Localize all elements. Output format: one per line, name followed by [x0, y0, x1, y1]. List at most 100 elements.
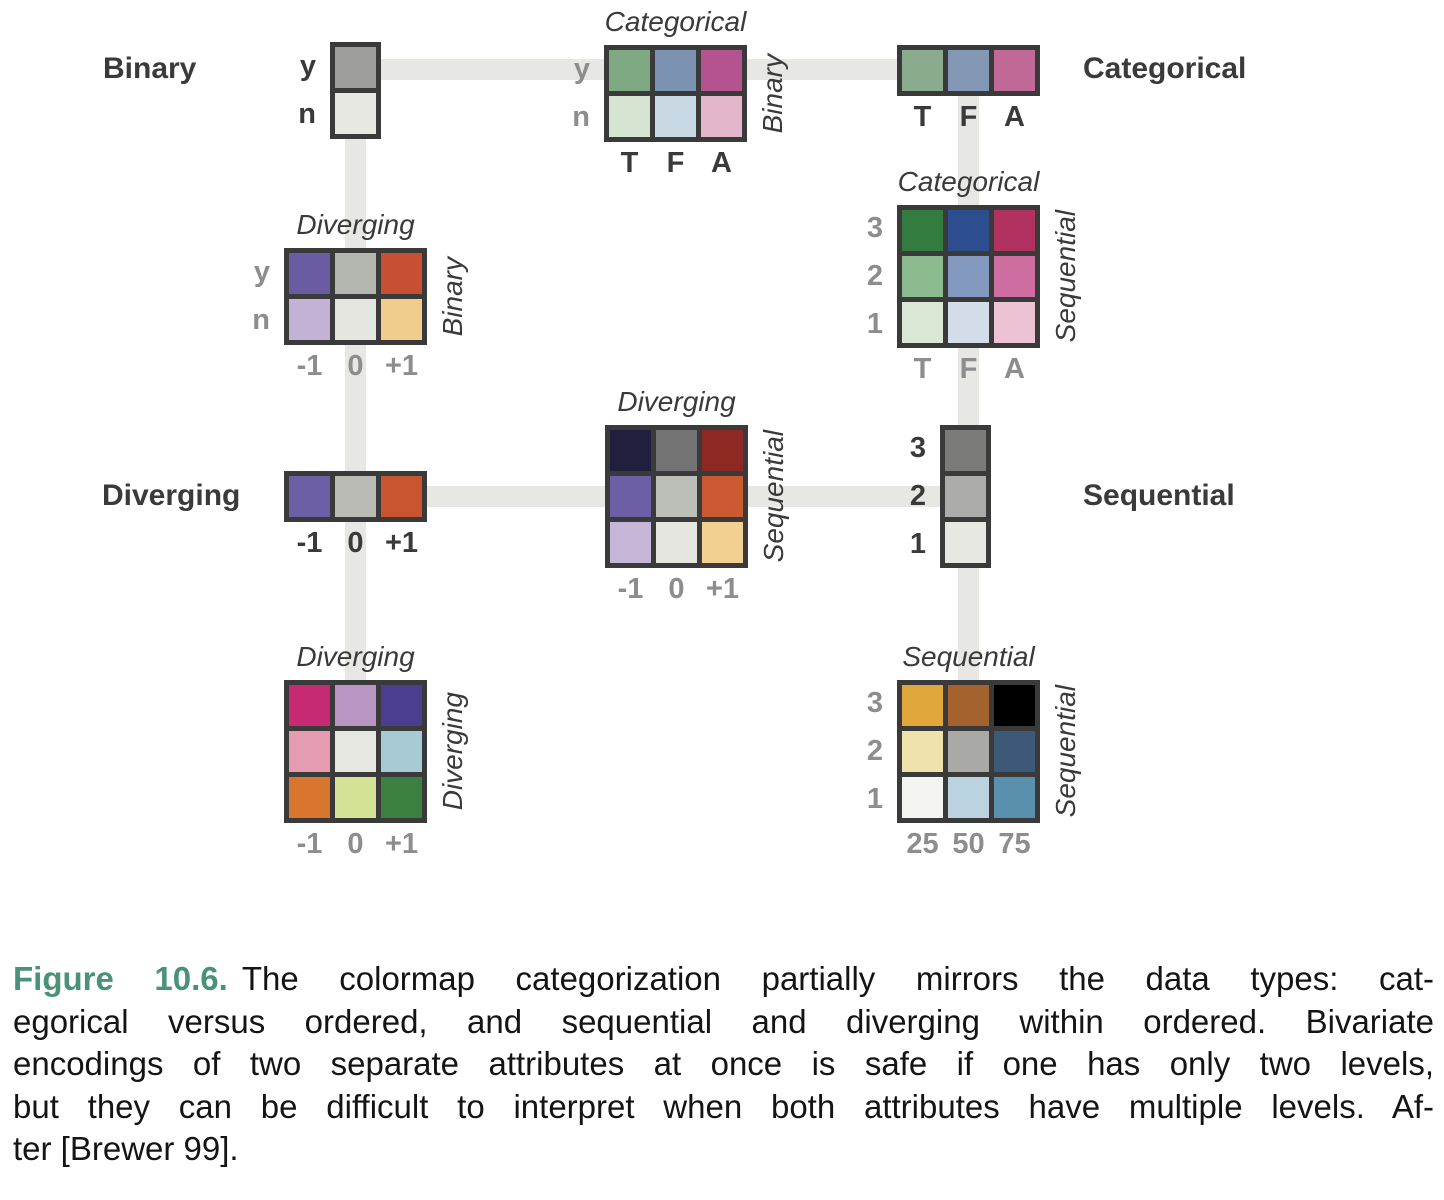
diverging-by-sequential-grid — [605, 425, 748, 568]
tick-label: 3 — [866, 212, 883, 245]
colormap-cell — [994, 50, 1035, 91]
sequential-colormap-unit: 3 2 1 — [910, 425, 991, 568]
colormap-cell — [381, 731, 422, 772]
diverging-colormap-grid — [284, 471, 427, 522]
sequential-by-sequential-unit: Sequential 3 2 1 25 50 75 Sequential — [867, 641, 1081, 859]
tick-label: -1 — [296, 828, 323, 860]
tick-label: y — [299, 49, 316, 82]
colormap-cell — [610, 476, 651, 517]
side-axis-label: Binary — [435, 248, 471, 345]
column-labels: -1 0 +1 — [605, 575, 748, 604]
tick-label: y — [253, 255, 270, 288]
colormap-cell — [289, 685, 330, 726]
tick-label: +1 — [384, 350, 419, 382]
colormap-cell — [656, 430, 697, 471]
tick-label: 0 — [347, 350, 364, 382]
colormap-cell — [609, 50, 650, 91]
colormap-title: Sequential — [902, 641, 1035, 672]
diverging-colormap-unit: -1 0 +1 — [284, 471, 427, 558]
colormap-cell — [381, 299, 422, 340]
tick-label: 3 — [866, 687, 883, 720]
colormap-cell — [656, 522, 697, 563]
colormap-title: Diverging — [617, 386, 736, 417]
colormap-title: Diverging — [296, 209, 415, 240]
colormap-cell — [948, 302, 989, 343]
colormap-cell — [610, 430, 651, 471]
colormap-cell — [948, 685, 989, 726]
side-axis-text: Sequential — [1050, 210, 1081, 343]
colormap-title: Categorical — [897, 166, 1040, 197]
diverging-by-binary-grid — [284, 248, 427, 345]
colormap-cell — [656, 476, 697, 517]
side-axis-text: Binary — [437, 256, 468, 337]
colormap-cell — [948, 50, 989, 91]
tick-label: T — [913, 101, 932, 133]
tick-label: 50 — [952, 828, 985, 860]
side-axis-label: Sequential — [756, 425, 792, 568]
sequential-colormap-grid — [940, 425, 991, 568]
colormap-cell — [289, 299, 330, 340]
tick-label: n — [572, 101, 590, 134]
colormap-cell — [335, 299, 376, 340]
tick-label: -1 — [617, 573, 644, 605]
colormap-cell — [701, 96, 742, 137]
tick-label: F — [666, 147, 685, 179]
caption-line: but they can be difficult to interpret w… — [13, 1087, 1434, 1125]
tick-label: 2 — [866, 734, 883, 767]
colormap-cell — [335, 731, 376, 772]
caption-line: ter [Brewer 99]. — [13, 1130, 239, 1167]
tick-label: F — [959, 101, 978, 133]
colormap-cell — [945, 430, 986, 471]
colormap-cell — [335, 476, 376, 517]
colormap-cell — [289, 253, 330, 294]
colormap-cell — [994, 731, 1035, 772]
colormap-cell — [655, 50, 696, 91]
tick-label: A — [1004, 101, 1025, 133]
colormap-cell — [902, 777, 943, 818]
tick-label: 1 — [866, 782, 883, 815]
tick-label: 2 — [866, 259, 883, 292]
side-axis-text: Sequential — [1050, 685, 1081, 818]
tick-label: -1 — [296, 527, 323, 559]
sequential-by-sequential-grid — [897, 680, 1040, 823]
colormap-cell — [948, 731, 989, 772]
colormap-cell — [381, 685, 422, 726]
categorical-colormap-grid — [897, 45, 1040, 96]
tick-label: T — [913, 353, 932, 385]
label-diverging: Diverging — [102, 479, 241, 512]
colormap-cell — [335, 47, 376, 88]
tick-label: 0 — [347, 527, 364, 559]
caption-line: egorical versus ordered, and sequential … — [13, 1002, 1434, 1040]
tick-label: 2 — [909, 479, 926, 512]
tick-label: -1 — [296, 350, 323, 382]
colormap-cell — [335, 93, 376, 134]
caption-line: Figure 10.6. The colormap categorization … — [13, 958, 1434, 1001]
colormap-cell — [945, 522, 986, 563]
connector-binary-to-diverging — [345, 67, 366, 695]
side-axis-label: Sequential — [1048, 205, 1084, 348]
categorical-by-binary-grid — [604, 45, 747, 142]
colormap-cell — [381, 476, 422, 517]
colormap-cell — [655, 96, 696, 137]
column-labels: -1 0 +1 — [284, 830, 427, 859]
colormap-cell — [994, 302, 1035, 343]
column-labels: -1 0 +1 — [284, 352, 427, 381]
colormap-cell — [335, 253, 376, 294]
colormap-cell — [948, 210, 989, 251]
side-axis-label: Diverging — [435, 680, 471, 823]
diverging-by-diverging-unit: Diverging -1 0 +1 Diverging — [284, 641, 468, 859]
tick-label: A — [711, 147, 732, 179]
figure-caption: Figure 10.6. The colormap categorization … — [13, 958, 1434, 1171]
row-labels: 3 2 1 — [867, 205, 883, 348]
caption-text: The colormap categorization partially mi… — [241, 960, 1434, 997]
